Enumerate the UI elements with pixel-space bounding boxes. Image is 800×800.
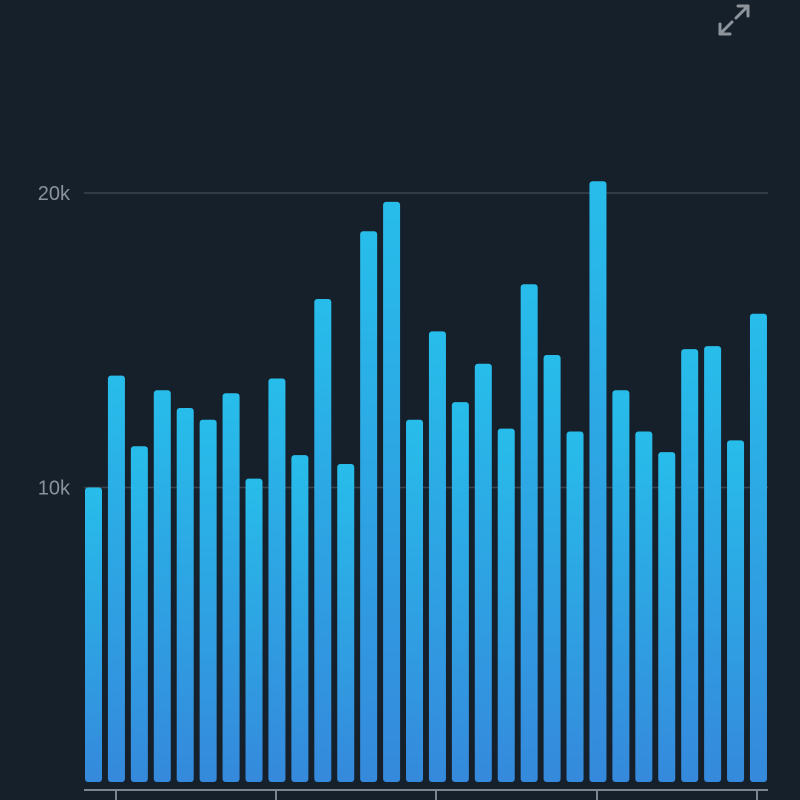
bar-9[interactable] (268, 378, 286, 782)
y-tick-label: 20k (38, 183, 71, 205)
bar-29[interactable] (727, 440, 745, 782)
x-axis (84, 789, 768, 800)
bar-14[interactable] (383, 201, 401, 783)
bar-11[interactable] (314, 299, 332, 782)
bar-20[interactable] (520, 284, 538, 782)
expand-button[interactable] (712, 0, 756, 40)
bar-6[interactable] (199, 419, 217, 782)
bar-16[interactable] (428, 331, 446, 782)
bar-22[interactable] (566, 431, 584, 782)
bar-2[interactable] (107, 375, 125, 782)
bar-15[interactable] (406, 419, 424, 782)
bar-7[interactable] (222, 393, 240, 782)
bar-30[interactable] (749, 313, 767, 782)
bar-8[interactable] (245, 478, 263, 782)
bar-5[interactable] (176, 407, 194, 782)
y-tick-label: 10k (38, 478, 71, 500)
bar-17[interactable] (451, 402, 469, 782)
bars (85, 181, 767, 783)
bar-1[interactable] (85, 487, 102, 783)
bar-18[interactable] (474, 363, 492, 782)
bar-27[interactable] (681, 349, 699, 782)
bar-25[interactable] (635, 431, 653, 782)
gridlines: 10k 20k (38, 183, 768, 500)
bar-19[interactable] (497, 428, 515, 782)
bar-26[interactable] (658, 452, 676, 782)
bar-23[interactable] (589, 181, 607, 783)
bar-4[interactable] (153, 390, 171, 782)
bar-21[interactable] (543, 354, 561, 782)
bar-3[interactable] (130, 446, 148, 782)
bar-10[interactable] (291, 455, 309, 782)
bar-12[interactable] (337, 463, 355, 782)
expand-icon (718, 4, 750, 36)
bar-13[interactable] (360, 231, 378, 782)
bar-28[interactable] (704, 346, 722, 782)
bar-24[interactable] (612, 390, 630, 782)
